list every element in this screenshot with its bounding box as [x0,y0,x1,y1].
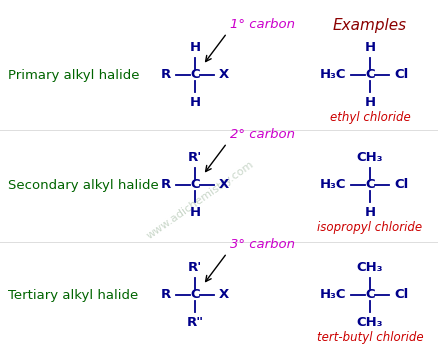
Text: Cl: Cl [394,178,408,192]
Text: C: C [365,68,375,82]
Text: C: C [190,288,200,302]
Text: isopropyl chloride: isopropyl chloride [318,221,423,234]
Text: Cl: Cl [394,288,408,302]
Text: X: X [219,68,229,82]
Text: H: H [190,206,201,219]
Text: H: H [190,41,201,54]
Text: H: H [190,96,201,109]
Text: CH₃: CH₃ [357,151,383,164]
Text: Tertiary alkyl halide: Tertiary alkyl halide [8,288,138,302]
Text: R: R [161,178,171,192]
Text: Secondary alkyl halide: Secondary alkyl halide [8,178,159,192]
Text: H₃C: H₃C [319,288,346,302]
Text: Cl: Cl [394,68,408,82]
Text: H: H [364,96,375,109]
Text: H: H [364,41,375,54]
Text: 3° carbon: 3° carbon [230,239,295,251]
Text: 2° carbon: 2° carbon [230,129,295,141]
Text: R': R' [188,151,202,164]
Text: H₃C: H₃C [319,68,346,82]
Text: C: C [365,178,375,192]
Text: H: H [364,206,375,219]
Text: R: R [161,68,171,82]
Text: www.adichemistry.com: www.adichemistry.com [145,159,255,241]
Text: C: C [365,288,375,302]
Text: ethyl chloride: ethyl chloride [330,111,410,124]
Text: R: R [161,288,171,302]
Text: 1° carbon: 1° carbon [230,19,295,31]
Text: Primary alkyl halide: Primary alkyl halide [8,68,139,82]
Text: tert-butyl chloride: tert-butyl chloride [317,331,423,344]
Text: C: C [190,178,200,192]
Text: C: C [190,68,200,82]
Text: Examples: Examples [333,18,407,33]
Text: CH₃: CH₃ [357,316,383,329]
Text: H₃C: H₃C [319,178,346,192]
Text: X: X [219,178,229,192]
Text: X: X [219,288,229,302]
Text: CH₃: CH₃ [357,261,383,274]
Text: R': R' [188,261,202,274]
Text: R": R" [187,316,204,329]
